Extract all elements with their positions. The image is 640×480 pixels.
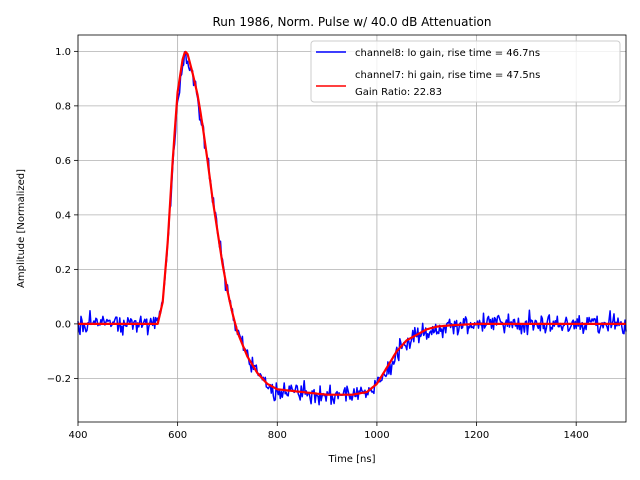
x-tick-label: 600: [168, 430, 187, 441]
y-tick-label: 1.0: [55, 47, 71, 58]
x-axis-label: Time [ns]: [327, 454, 375, 465]
series-line-channel7: [77, 50, 627, 396]
legend-label-channel8: channel8: lo gain, rise time = 46.7ns: [355, 48, 540, 59]
y-tick-label: 0.2: [55, 265, 71, 276]
axis-ticks: 400 600 800 1000 1200 1400 −0.2 0.0 0.2 0.4 0.6 0.8…: [47, 47, 589, 441]
x-tick-label: 800: [268, 430, 287, 441]
x-tick-label: 400: [68, 430, 87, 441]
grid: [77, 35, 626, 422]
y-tick-label: 0.6: [55, 156, 71, 167]
y-tick-label: 0.4: [55, 210, 71, 221]
y-tick-label: 0.8: [55, 101, 71, 112]
plot-lines: [77, 50, 627, 406]
y-tick-label: −0.2: [47, 374, 71, 385]
x-tick-label: 1200: [464, 430, 489, 441]
legend-box: [310, 40, 621, 103]
chart-title: Run 1986, Norm. Pulse w/ 40.0 dB Attenua…: [213, 15, 492, 29]
y-tick-label: 0.0: [55, 319, 71, 330]
x-tick-label: 1000: [364, 430, 389, 441]
legend-label-channel7: channel7: hi gain, rise time = 47.5ns: [355, 70, 540, 81]
legend: channel8: lo gain, rise time = 46.7ns ch…: [310, 40, 621, 103]
axes-frame: [77, 34, 627, 423]
y-axis-label: Amplitude [Normalized]: [16, 169, 27, 288]
legend-gain-ratio: Gain Ratio: 22.83: [355, 87, 442, 98]
x-tick-label: 1400: [563, 430, 588, 441]
